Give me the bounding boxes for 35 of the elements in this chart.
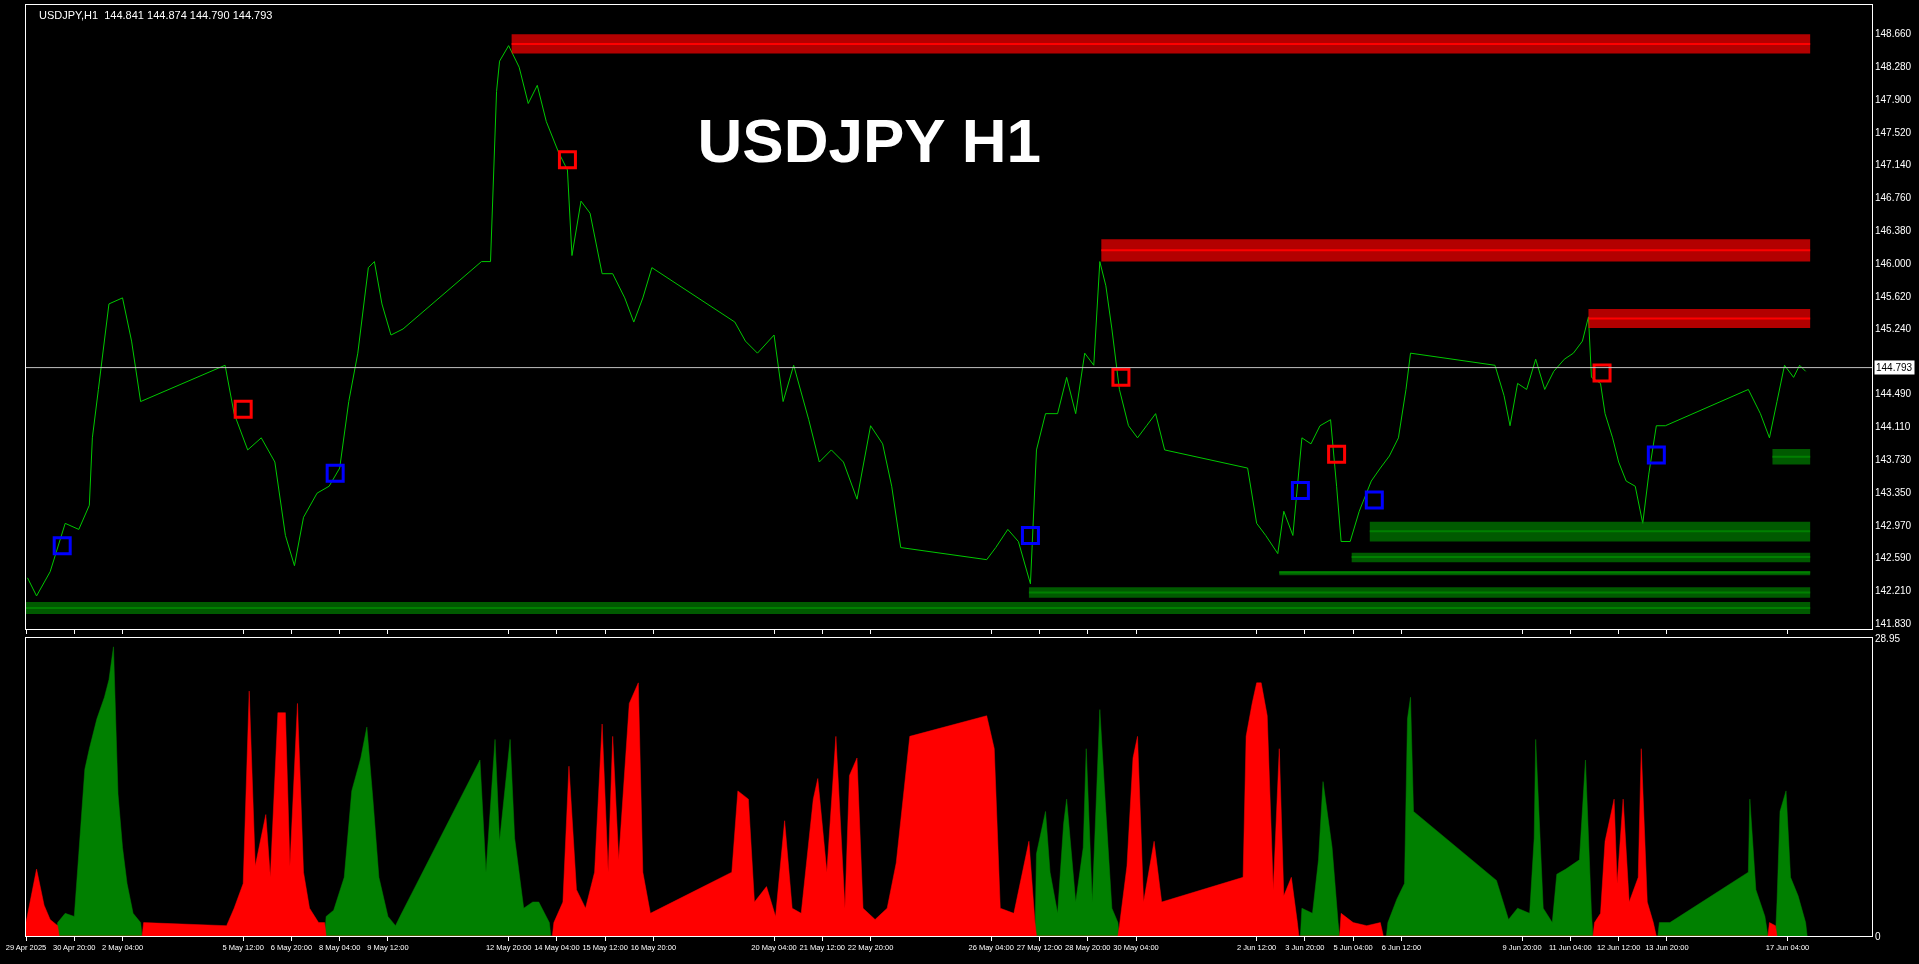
- line-series: [27, 45, 1807, 597]
- point: [1364, 490, 1384, 510]
- point: [1290, 481, 1310, 501]
- ref-line-label: 144.793: [1876, 362, 1913, 373]
- point: [1592, 363, 1612, 383]
- point: [557, 150, 577, 170]
- point: [1020, 525, 1040, 545]
- y-tick-label: 28.95: [1875, 632, 1901, 644]
- point: [1111, 367, 1131, 387]
- y-tick-label: 142.970: [1875, 519, 1912, 531]
- y-tick-label: 148.280: [1875, 60, 1912, 72]
- y-tick-label: 147.900: [1875, 93, 1912, 105]
- y-tick-label: 144.110: [1875, 421, 1911, 433]
- y-tick-label: 145.240: [1875, 323, 1912, 335]
- y-tick-label: 146.380: [1875, 224, 1912, 236]
- y-tick-label: 147.140: [1875, 159, 1912, 171]
- y-tick-label: 148.660: [1875, 28, 1912, 40]
- point: [1646, 445, 1666, 465]
- point: [325, 463, 345, 483]
- point: [52, 536, 72, 556]
- y-tick-label: 143.350: [1875, 486, 1912, 498]
- text: USDJPY H1: [697, 105, 1042, 175]
- y-tick-label: 143.730: [1875, 453, 1912, 465]
- point: [233, 399, 253, 419]
- y-tick-label: 142.590: [1875, 552, 1912, 564]
- y-tick-label: 141.830: [1875, 618, 1912, 630]
- y-tick-label: 146.000: [1875, 257, 1912, 269]
- point: [1327, 444, 1347, 464]
- y-tick-label: 146.760: [1875, 192, 1912, 204]
- y-tick-label: 142.210: [1875, 585, 1912, 597]
- y-tick-label: 0: [1875, 930, 1881, 942]
- y-tick-label: 145.620: [1875, 290, 1912, 302]
- y-tick-label: 144.490: [1875, 388, 1912, 400]
- annotation: USDJPY,H1 144.841 144.874 144.790 144.793: [39, 9, 273, 21]
- y-tick-label: 147.520: [1875, 126, 1912, 138]
